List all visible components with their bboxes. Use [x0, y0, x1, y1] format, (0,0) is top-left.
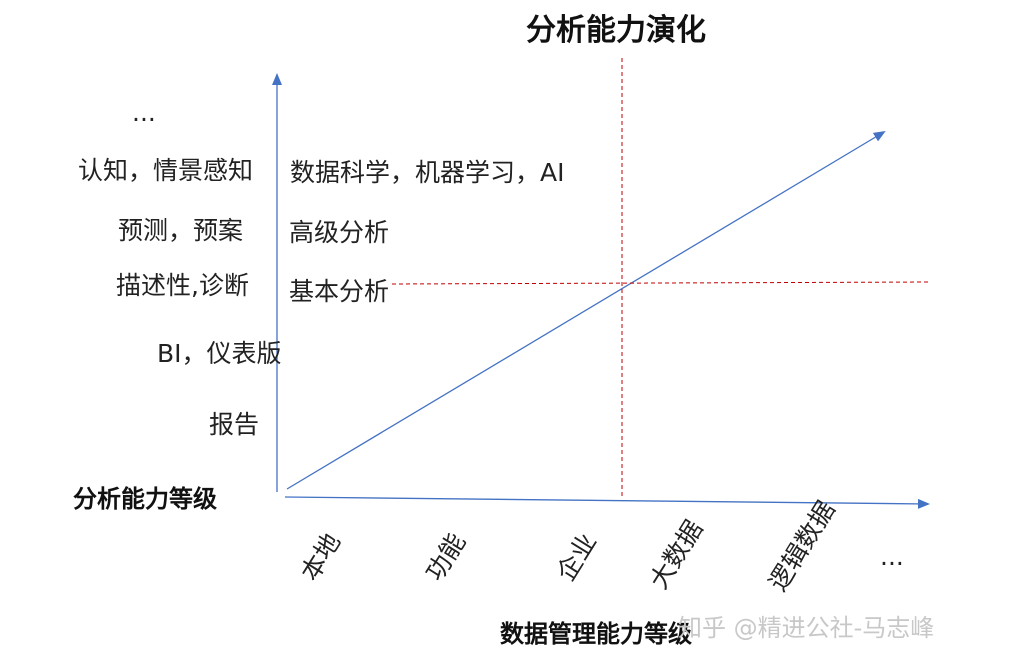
y-level-bi-dashboard: BI，仪表版	[157, 339, 282, 368]
capability-data-science: 数据科学，机器学习，AI	[290, 158, 565, 187]
capability-advanced-analytics: 高级分析	[289, 218, 390, 247]
y-level-descriptive: 描述性,诊断	[116, 271, 249, 300]
y-axis-title: 分析能力等级	[73, 485, 217, 513]
growth-trend-arrow	[286, 130, 886, 490]
x-axis-arrow	[284, 496, 930, 509]
diagram-title: 分析能力演化	[526, 13, 706, 48]
x-tick-more: ...	[880, 542, 904, 571]
x-axis-title: 数据管理能力等级	[500, 620, 692, 648]
y-level-cognitive: 认知，情景感知	[78, 156, 254, 185]
y-level-more: ...	[132, 98, 156, 127]
horizontal-guide-line	[391, 281, 931, 285]
y-level-predictive: 预测，预案	[118, 216, 244, 245]
y-level-report: 报告	[209, 410, 260, 439]
capability-basic-analytics: 基本分析	[289, 277, 390, 306]
watermark: 知乎 @精进公社-马志峰	[678, 614, 935, 642]
